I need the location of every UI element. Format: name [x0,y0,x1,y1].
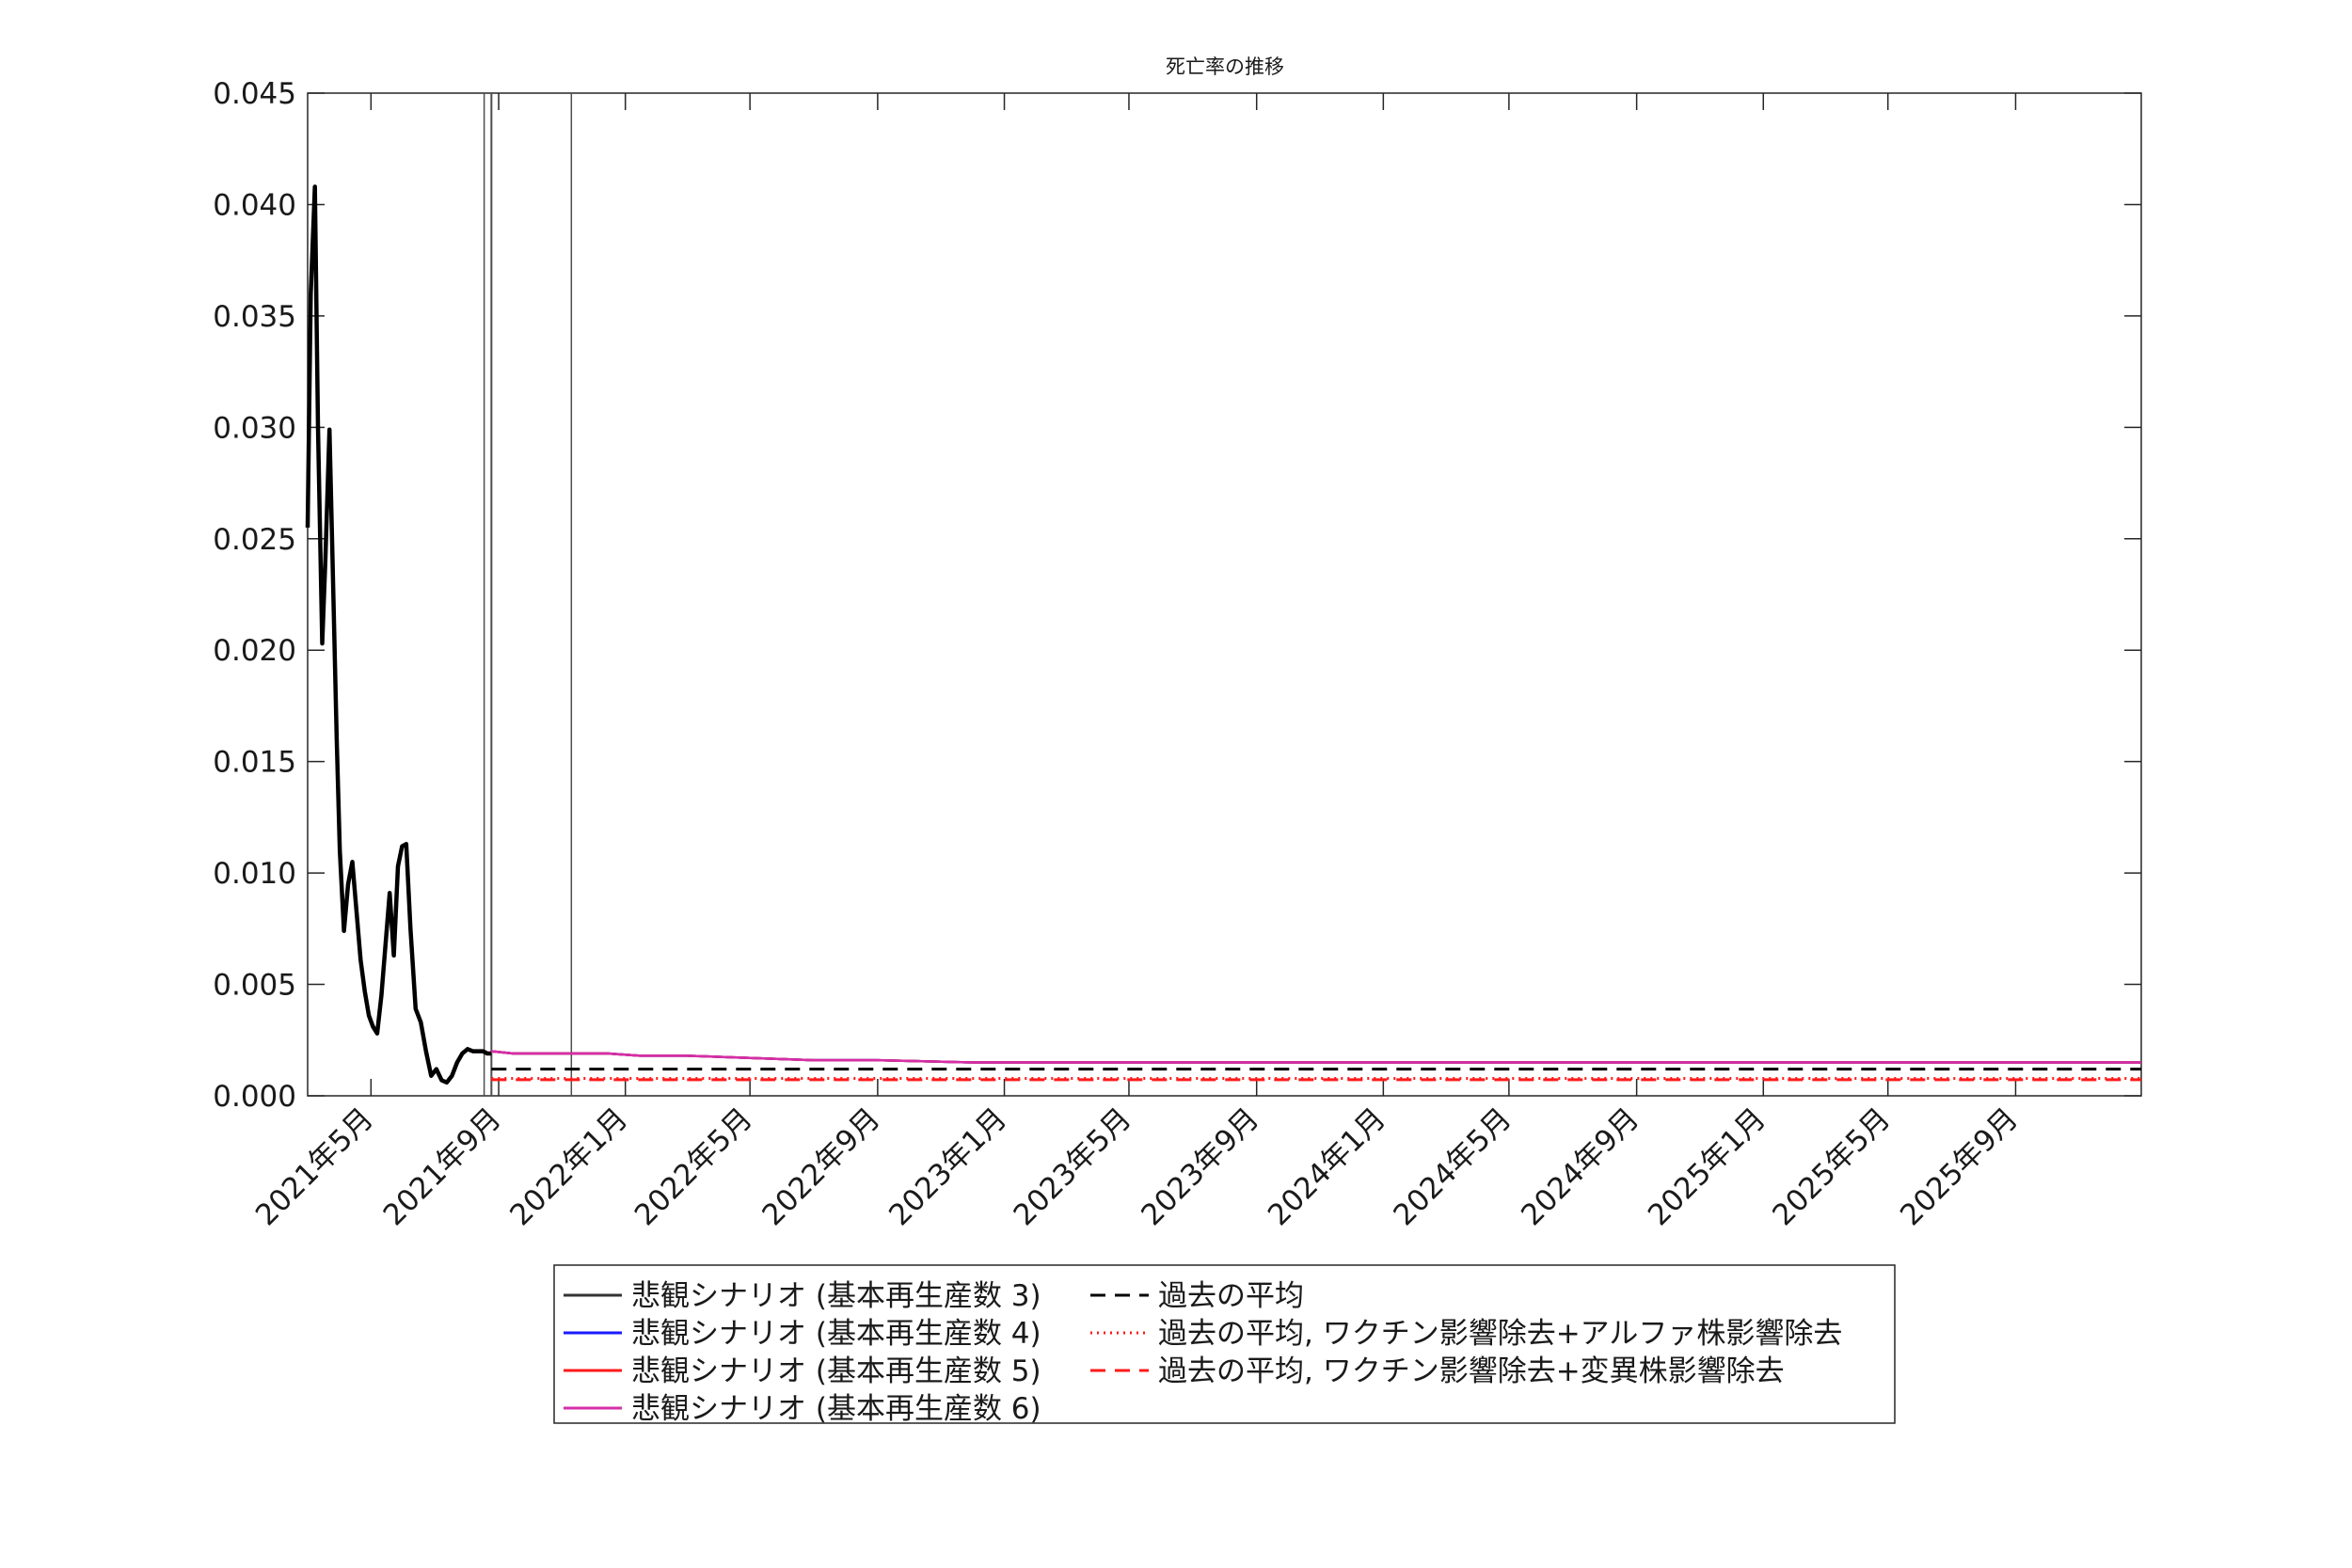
y-tick-label: 0.025 [213,523,296,557]
y-tick-label: 0.030 [213,411,296,445]
legend-label: 悲観シナリオ (基本再生産数 4) [631,1317,1041,1351]
y-tick-label: 0.035 [213,300,296,334]
y-tick-label: 0.040 [213,188,296,222]
chart-title: 死亡率の推移 [1166,55,1284,78]
historical-mortality-line [305,184,492,1085]
y-tick-label: 0.000 [213,1080,296,1114]
series-lines [305,184,2141,1085]
legend-label: 悲観シナリオ (基本再生産数 5) [631,1354,1041,1388]
legend-label: 悲観シナリオ (基本再生産数 6) [631,1392,1041,1426]
legend-label: 過去の平均, ワクチン影響除去+変異株影響除去 [1158,1354,1785,1388]
legend: 悲観シナリオ (基本再生産数 3)悲観シナリオ (基本再生産数 4)悲観シナリオ… [553,1264,1896,1426]
legend-label: 過去の平均 [1158,1279,1304,1313]
y-tick-label: 0.005 [213,969,296,1003]
y-axis-ticks: 0.000 0.005 0.010 0.015 0.020 0.025 0.030 0.035… [213,77,2141,1114]
y-tick-label: 0.045 [213,77,296,111]
y-tick-label: 0.020 [213,634,296,668]
series-line-4 [491,1050,2141,1064]
y-tick-label: 0.010 [213,857,296,891]
vertical-marker-lines [483,93,573,1096]
legend-box [553,1264,1896,1424]
legend-label: 過去の平均, ワクチン影響除去+アルファ株影響除去 [1158,1317,1842,1351]
plot-area [307,92,2142,1097]
legend-label: 悲観シナリオ (基本再生産数 3) [631,1279,1041,1313]
y-tick-label: 0.015 [213,746,296,780]
